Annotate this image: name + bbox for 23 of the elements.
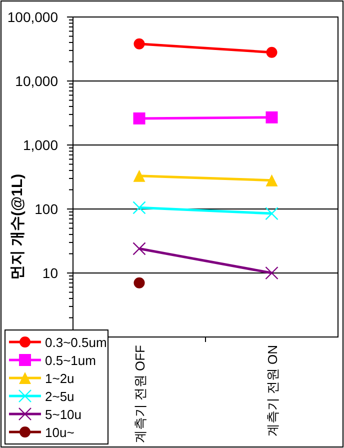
y-tick-label: 1,000 <box>22 137 58 153</box>
point <box>265 266 278 280</box>
y-axis-title: 먼지 개수(@1L) <box>9 174 26 280</box>
point <box>132 242 146 256</box>
legend-label: 0.5~1um <box>45 353 96 368</box>
point <box>134 38 145 50</box>
legend-label: 5~10u <box>45 407 82 422</box>
y-tick-label: 100 <box>34 201 58 217</box>
legend-label: 2~5u <box>45 389 74 404</box>
point <box>265 206 278 220</box>
legend-label: 1~2u <box>45 371 74 386</box>
point <box>134 277 145 288</box>
point <box>133 112 146 124</box>
y-tick-label: 10,000 <box>15 73 58 89</box>
x-tick-label: 계측기 전원 OFF <box>132 344 148 444</box>
point <box>266 46 278 58</box>
point <box>266 111 278 124</box>
legend-label: 10u~ <box>45 425 75 440</box>
x-tick-label: 계측기 전원 ON <box>264 345 280 437</box>
point <box>132 201 146 214</box>
y-tick-label: 10 <box>42 265 58 281</box>
y-tick-label: 100,000 <box>7 9 58 25</box>
legend-label: 0.3~0.5um <box>45 335 107 350</box>
